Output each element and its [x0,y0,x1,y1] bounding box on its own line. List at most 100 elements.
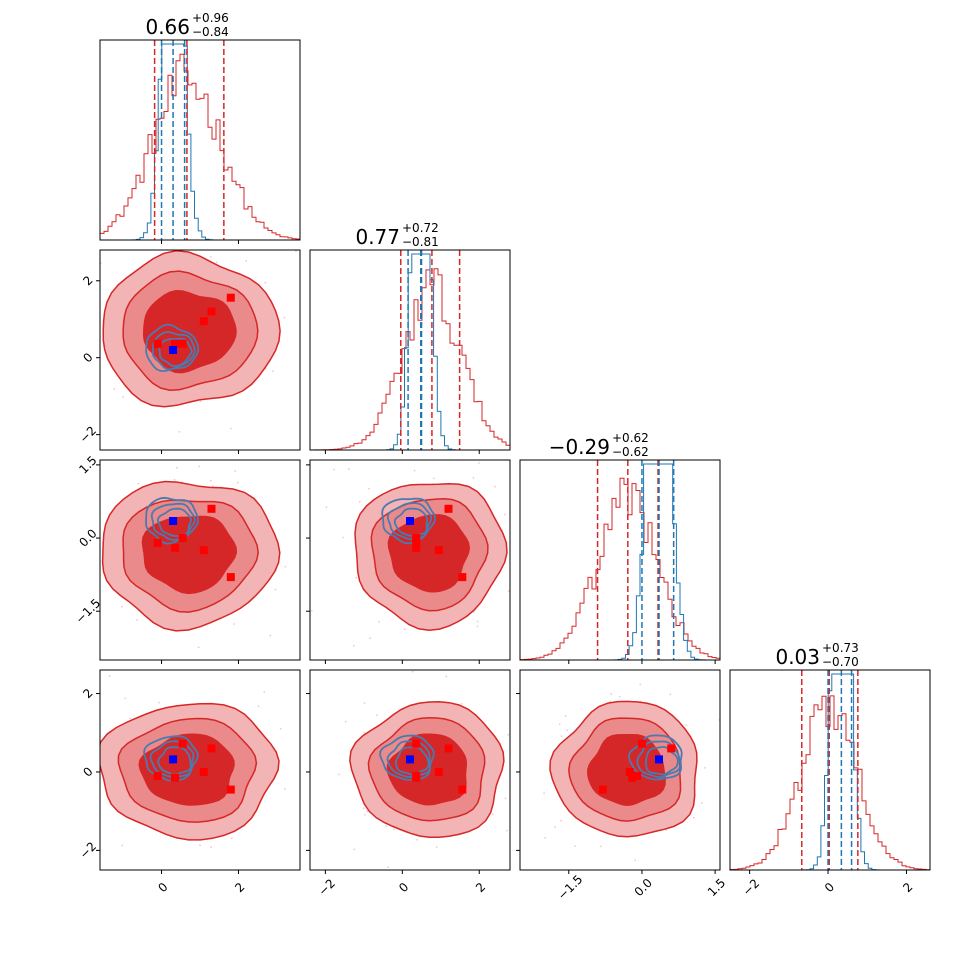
scatter-point [518,611,520,613]
panel-title-value: 0.03 [775,645,820,669]
red-histogram [730,695,930,870]
scatter-point [120,606,123,608]
panel-2-0: −1.50.01.5 [73,452,306,664]
red-marker [199,546,208,555]
scatter-point [76,297,78,299]
scatter-point [269,634,272,637]
blue-contour [158,337,193,368]
red-marker [226,785,235,794]
scatter-point [507,590,510,592]
scatter-point [513,759,515,761]
scatter-point [491,813,494,816]
blue-contour [143,735,199,782]
scatter-point [108,675,111,677]
panel-frame [309,459,511,661]
scatter-point [403,628,406,631]
blue-marker [169,346,178,354]
scatter-point [147,452,149,454]
scatter-point [531,842,533,844]
red-marker [171,339,179,348]
scatter-point [88,750,90,752]
scatter-point [461,703,463,705]
scatter-point [158,701,160,704]
scatter-point [618,695,621,698]
scatter-point [234,470,237,472]
scatter-point [198,465,201,468]
panel-content [520,460,720,660]
panel-1-1: 0.77 +0.72−0.81 [309,221,511,454]
scatter-point [71,724,73,726]
red-marker [458,573,467,582]
scatter-point [546,746,548,748]
scatter-point [304,591,306,593]
panel-content [730,670,930,870]
scatter-point [307,746,309,748]
panel-3-3: 0.03 +0.73−0.70 −2 0 2 [729,641,931,899]
red-marker [199,317,208,326]
panel-title-minus: −0.62 [612,445,649,459]
scatter-point [516,737,518,739]
scatter-point [544,836,547,839]
scatter-point [387,866,390,869]
blue-marker [655,755,663,764]
red-marker [171,543,179,552]
scatter-point [137,482,140,485]
scatter-point [197,646,200,649]
panel-frame [309,249,511,451]
red-marker [153,339,162,348]
red-marker [633,771,642,780]
red-marker [625,768,634,776]
scatter-point [506,829,508,832]
red-marker [207,504,216,513]
panel-frame [99,669,301,871]
scatter-point [353,848,356,851]
scatter-point [236,481,239,484]
panel-content [71,675,286,888]
scatter-point [363,702,366,705]
scatter-point [76,494,78,496]
scatter-point [230,837,233,840]
scatter-point [524,764,526,766]
blue-contour [628,734,683,781]
scatter-point [700,802,703,804]
red-marker [199,768,208,776]
panel-content [100,40,300,240]
scatter-point [283,316,286,319]
scatter-point [485,663,487,665]
scatter-point [87,347,89,349]
red-marker [667,744,676,753]
scatter-point [215,261,218,264]
red-marker [638,739,646,748]
x-tick-label: 0.0 [632,876,655,899]
scatter-point [176,466,178,469]
scatter-point [230,427,232,430]
red-marker [412,534,421,542]
y-tick-label: 2 [80,273,95,288]
red-marker [207,744,216,753]
scatter-point [358,500,361,503]
scatter-point [264,281,267,284]
scatter-point [749,731,751,733]
scatter-point [342,536,345,539]
red-marker [178,534,187,542]
blue-marker [169,517,178,525]
panel-2-2: −0.29 +0.62−0.62 [519,431,721,664]
scatter-point [257,705,260,708]
red-marker [171,773,179,782]
red-histogram [310,268,510,450]
red-marker [178,739,187,748]
scatter-point [235,234,237,236]
panel-content [543,683,751,862]
scatter-point [76,591,78,593]
panel-frame [99,459,301,661]
scatter-point [151,886,153,888]
scatter-point [522,777,524,779]
y-tick-label: 0 [80,764,95,779]
panel-0-0: 0.66 +0.96−0.84 [99,11,301,244]
panel-title-value: −0.29 [549,435,610,459]
scatter-point [543,792,545,794]
red-histogram [100,53,300,240]
scatter-point [529,694,531,696]
x-tick-label: 2 [473,880,488,895]
red-contour-inner [141,515,238,595]
